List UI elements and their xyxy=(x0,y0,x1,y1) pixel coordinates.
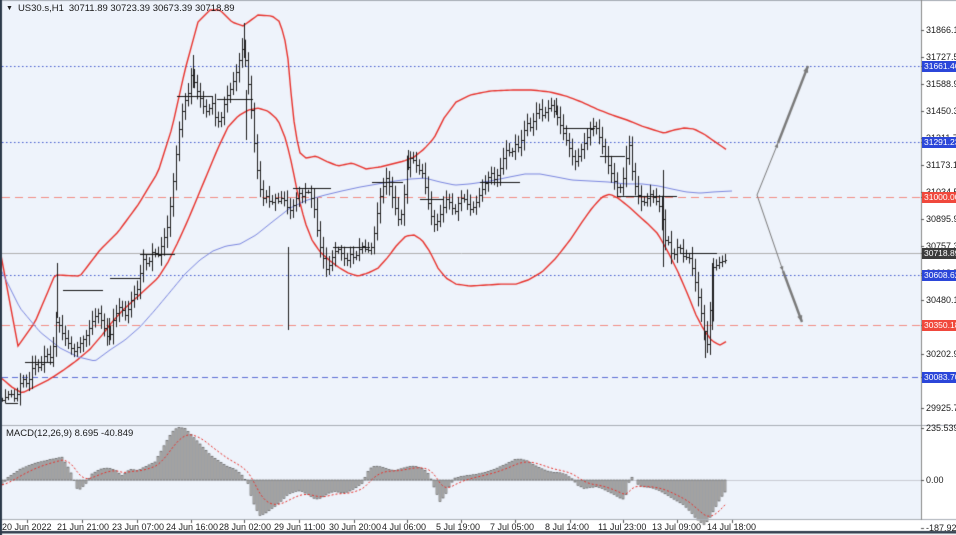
chart-title-bar: ▼ US30.s,H1 30711.89 30723.39 30673.39 3… xyxy=(6,3,235,14)
ohlc-values: 30711.89 30723.39 30673.39 30718.89 xyxy=(68,3,235,14)
symbol-period-label: US30.s,H1 xyxy=(17,3,64,14)
collapse-triangle-icon[interactable]: ▼ xyxy=(6,5,13,12)
